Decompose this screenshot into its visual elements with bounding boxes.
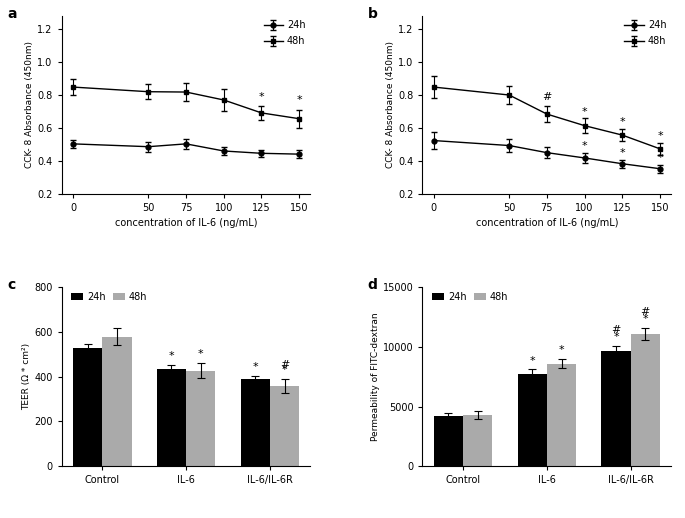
Legend: 24h, 48h: 24h, 48h [432,292,508,302]
Bar [434,416,463,466]
Bar [102,337,132,466]
Text: *: * [619,148,625,158]
Text: *: * [297,95,302,106]
Text: *: * [559,346,564,355]
Text: *: * [657,153,663,163]
Bar [186,370,215,466]
Bar [547,364,576,466]
Text: *: * [582,141,588,151]
Text: *: * [282,365,287,376]
Text: *: * [619,117,625,127]
Legend: 24h, 48h: 24h, 48h [625,20,667,46]
Text: d: d [368,279,377,293]
Text: #: # [640,307,650,317]
Text: *: * [643,314,648,324]
Text: *: * [169,351,174,361]
Text: *: * [259,92,264,102]
Bar [463,415,493,466]
Text: c: c [7,279,15,293]
Text: *: * [613,332,619,342]
Bar [240,380,270,466]
Y-axis label: Permeability of FITC-dextran: Permeability of FITC-dextran [371,312,380,441]
Text: #: # [543,93,551,103]
X-axis label: concentration of IL-6 (ng/mL): concentration of IL-6 (ng/mL) [475,218,618,227]
Text: *: * [530,356,535,366]
Text: *: * [582,107,588,117]
Text: #: # [280,360,289,370]
X-axis label: concentration of IL-6 (ng/mL): concentration of IL-6 (ng/mL) [115,218,258,227]
Y-axis label: CCK- 8 Absorbance (450nm): CCK- 8 Absorbance (450nm) [25,41,34,168]
Y-axis label: CCK- 8 Absorbance (450nm): CCK- 8 Absorbance (450nm) [386,41,395,168]
Legend: 24h, 48h: 24h, 48h [71,292,147,302]
Bar [631,334,660,466]
Bar [157,369,186,466]
Text: #: # [611,325,621,335]
Text: *: * [198,349,203,358]
Text: b: b [368,7,377,21]
Bar [601,351,631,466]
Text: *: * [657,131,663,141]
Text: a: a [7,7,16,21]
Bar [270,386,299,466]
Y-axis label: TEER (Ω * cm²): TEER (Ω * cm²) [23,343,32,410]
Text: *: * [252,362,258,372]
Bar [73,348,102,466]
Bar [518,375,547,466]
Legend: 24h, 48h: 24h, 48h [264,20,306,46]
